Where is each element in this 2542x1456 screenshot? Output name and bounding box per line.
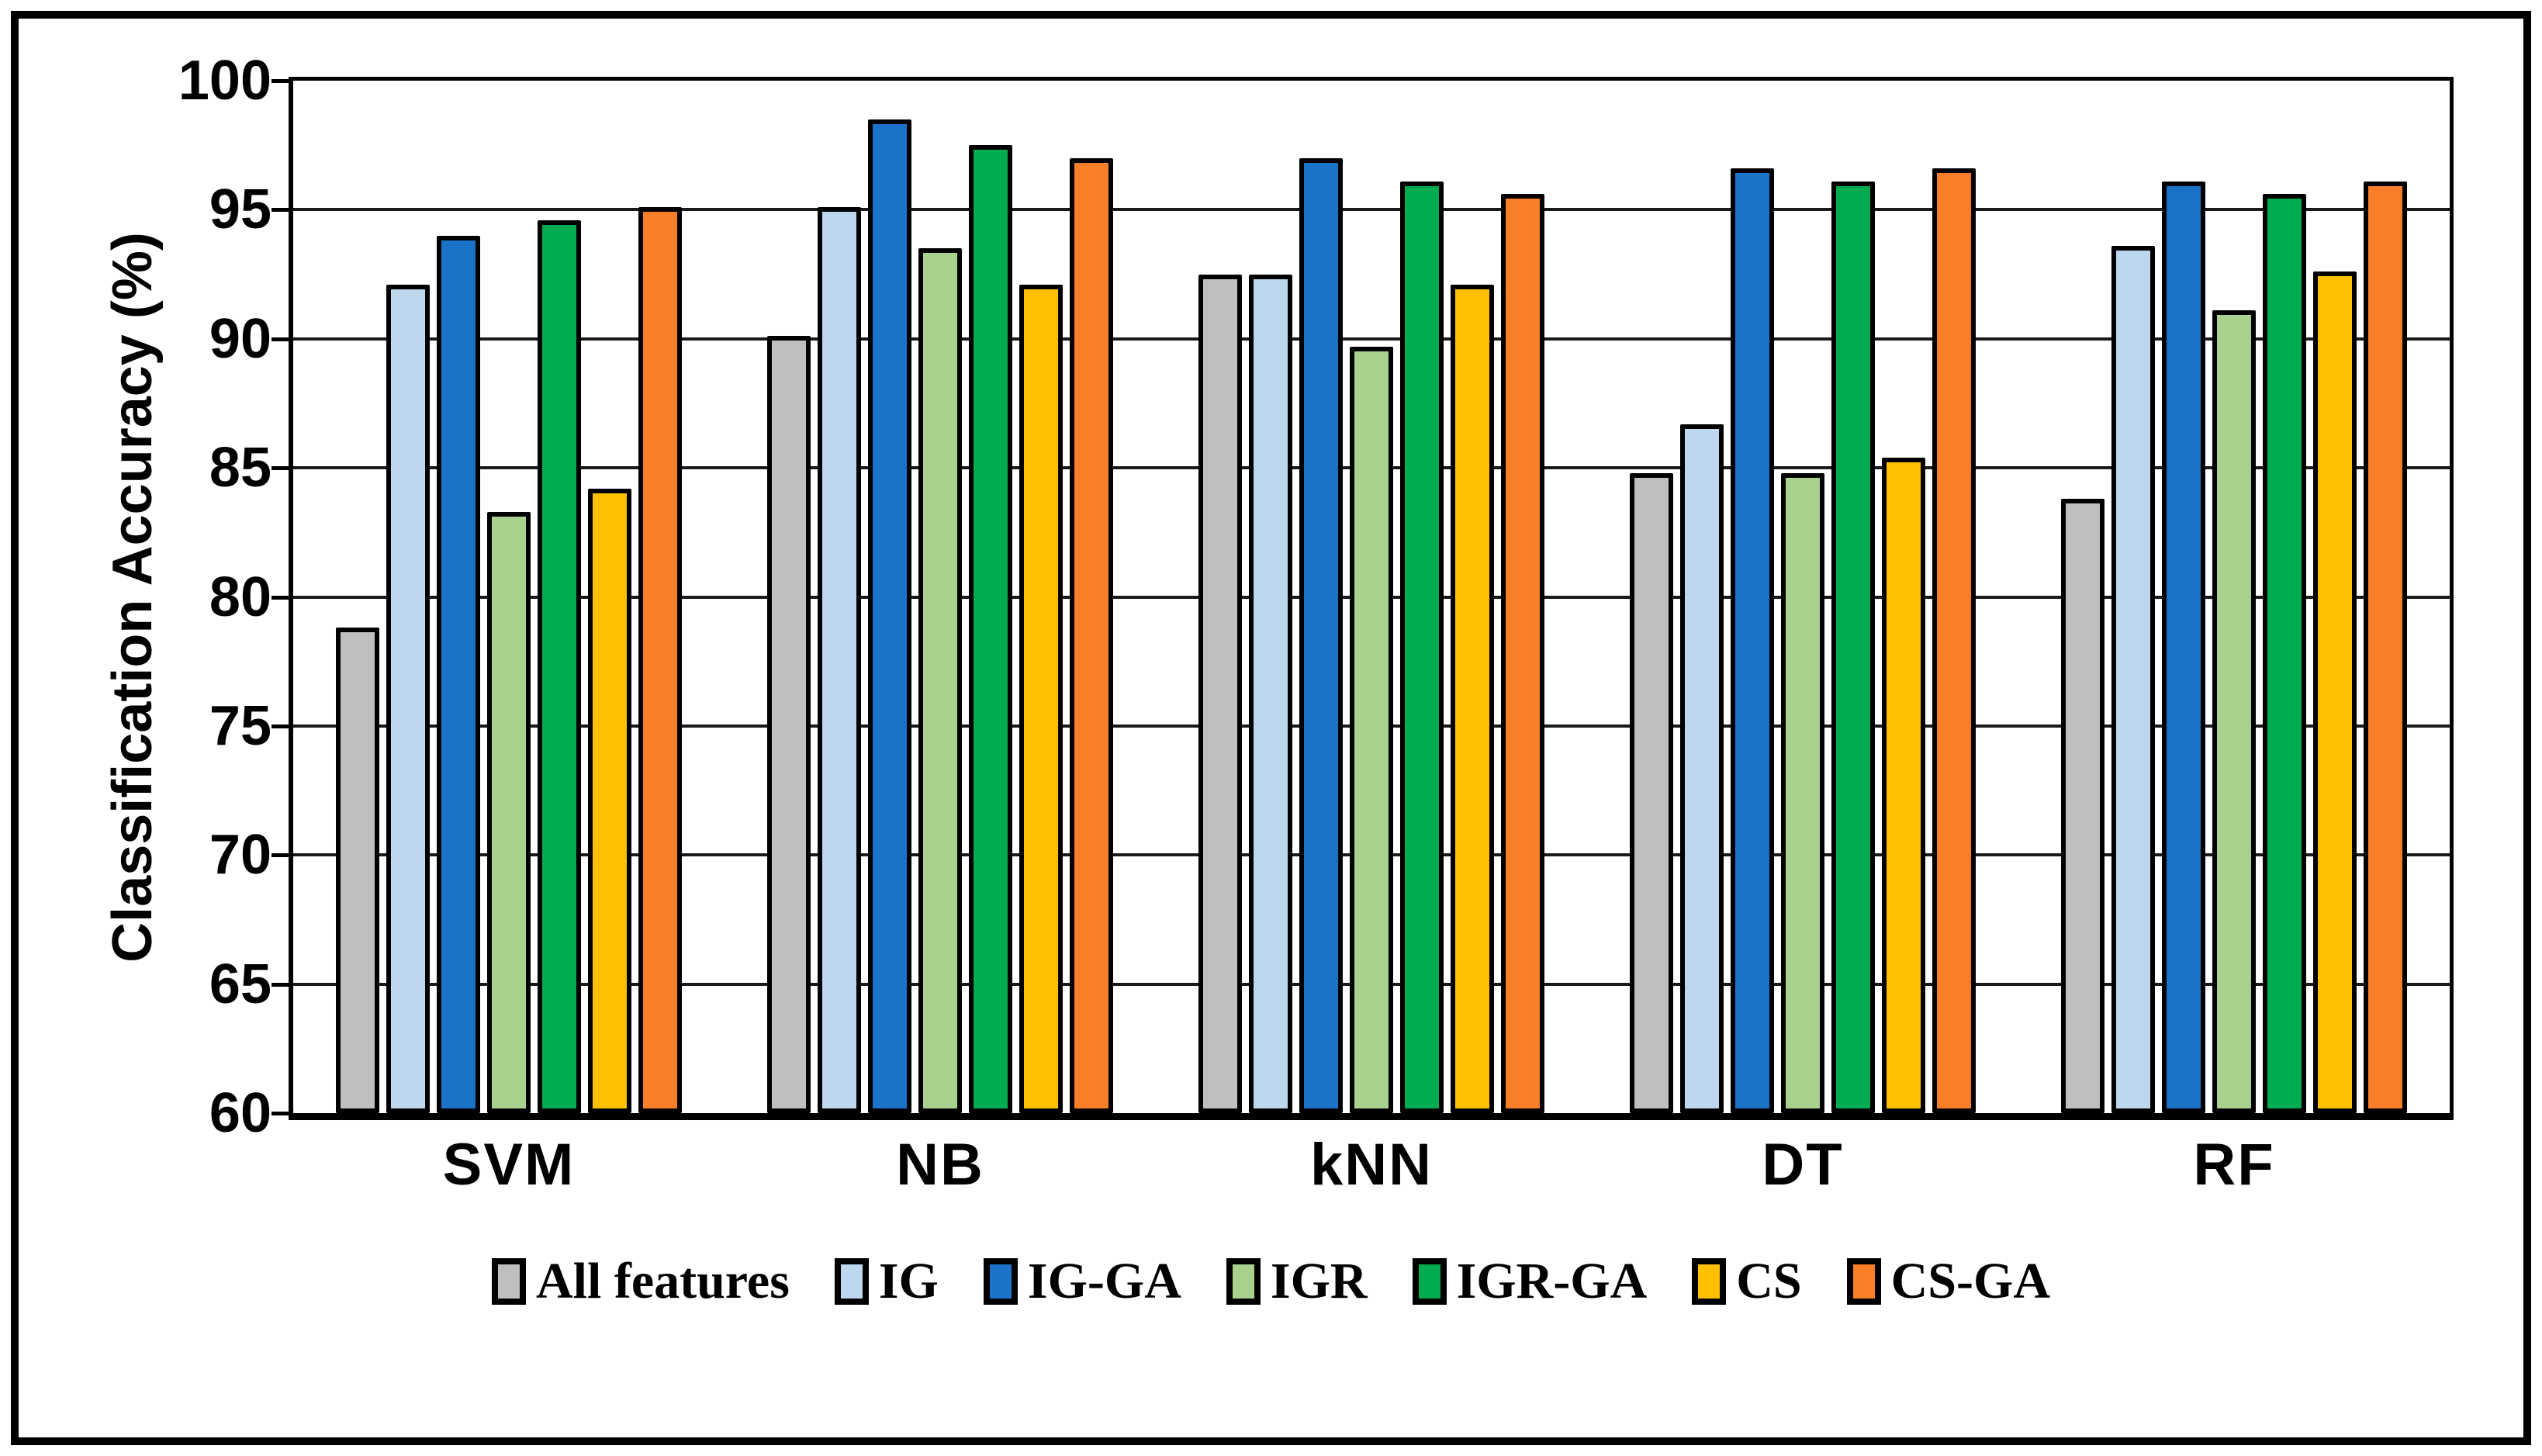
bar-IGR-GA-NB [969,145,1012,1113]
bar-IG-kNN [1249,274,1292,1113]
y-tick-label-75: 75 [209,694,271,757]
x-label-kNN: kNN [1309,1132,1434,1198]
y-tick-60 [271,1112,292,1115]
bar-IGR-NB [918,248,962,1113]
y-tick-80 [271,595,292,600]
bar-All features-NB [767,336,811,1113]
legend-label-All features: All features [536,1253,790,1309]
x-label-DT: DT [1762,1132,1844,1198]
y-tick-label-70: 70 [209,824,271,887]
bar-IGR-GA-SVM [538,220,581,1113]
legend-item-IG-GA: IG-GA [983,1250,1181,1312]
legend-label-IG: IG [878,1253,939,1309]
bar-IGR-GA-RF [2263,194,2306,1113]
legend-swatch-IG-GA [983,1258,1018,1305]
bar-CS-GA-RF [2364,181,2407,1113]
legend-item-IGR: IGR [1226,1250,1368,1312]
legend-item-All features: All features [492,1250,790,1312]
bar-IG-GA-NB [868,119,911,1113]
y-tick-85 [271,466,292,471]
bar-CS-DT [1882,457,1925,1113]
bar-group-kNN [1156,81,1587,1113]
bar-IGR-RF [2212,310,2256,1113]
legend-swatch-CS-GA [1846,1258,1881,1305]
x-axis-category-labels: SVM NB kNN DT RF [293,1131,2450,1198]
legend-swatch-IGR [1226,1258,1261,1305]
bar-CS-NB [1019,284,1063,1113]
bar-IG-RF [2111,245,2155,1113]
gridline-95 [293,208,2450,212]
bar-IG-NB [818,207,861,1113]
y-tick-label-60: 60 [209,1082,271,1144]
bar-CS-GA-kNN [1501,194,1544,1113]
y-tick-label-85: 85 [209,437,271,500]
y-tick-70 [271,853,292,858]
bar-IGR-GA-DT [1831,181,1875,1113]
x-label-NB: NB [896,1132,984,1198]
bar-group-RF [2018,81,2450,1113]
bar-IG-SVM [386,284,430,1113]
y-tick-label-80: 80 [209,565,271,628]
y-tick-95 [271,208,292,213]
y-tick-label-90: 90 [209,307,271,370]
bar-CS-SVM [588,488,631,1113]
bar-IG-GA-RF [2162,181,2205,1113]
bar-CS-GA-NB [1070,157,1113,1113]
legend: All features IG IG-GA IGR IGR-GA CS CS-GA [0,1250,2542,1312]
bar-CS-GA-SVM [638,207,682,1113]
bar-All features-SVM [336,628,379,1113]
bar-All features-RF [2061,499,2104,1113]
legend-item-IG: IG [834,1250,939,1312]
y-tick-label-100: 100 [178,50,271,112]
x-label-RF: RF [2193,1132,2275,1198]
bar-CS-GA-DT [1932,168,1976,1113]
bar-group-DT [1587,81,2018,1113]
bar-CS-kNN [1451,284,1494,1113]
bar-IGR-SVM [487,511,531,1113]
bar-IG-DT [1680,424,1724,1113]
y-tick-label-65: 65 [209,953,271,1015]
legend-item-CS-GA: CS-GA [1846,1250,2050,1312]
legend-swatch-All features [492,1258,526,1305]
plot-area [289,77,2454,1120]
bar-group-SVM [293,81,725,1113]
bar-group-NB [725,81,1156,1113]
x-label-SVM: SVM [442,1132,576,1198]
legend-label-IGR-GA: IGR-GA [1456,1253,1648,1309]
legend-label-CS-GA: CS-GA [1890,1253,2050,1309]
y-tick-label-95: 95 [209,178,271,241]
legend-item-CS: CS [1692,1250,1802,1312]
bar-All features-kNN [1198,274,1242,1113]
bar-CS-RF [2313,271,2357,1113]
gridline-90 [293,337,2450,341]
bar-IG-GA-kNN [1299,157,1343,1113]
legend-swatch-IG [834,1258,869,1305]
legend-swatch-IGR-GA [1412,1258,1447,1305]
legend-label-IGR: IGR [1270,1253,1368,1309]
legend-label-IG-GA: IG-GA [1027,1253,1181,1309]
y-tick-90 [271,337,292,341]
y-tick-75 [271,724,292,728]
bar-All features-DT [1630,472,1673,1113]
y-tick-65 [271,982,292,987]
legend-swatch-CS [1692,1258,1727,1305]
bar-IGR-GA-kNN [1400,181,1444,1113]
bar-IG-GA-DT [1731,168,1774,1113]
legend-item-IGR-GA: IGR-GA [1412,1250,1648,1312]
bar-IGR-kNN [1350,346,1393,1113]
legend-label-CS: CS [1736,1253,1802,1309]
bar-IGR-DT [1781,472,1824,1113]
bar-IG-GA-SVM [437,235,480,1113]
y-tick-100 [271,79,292,83]
